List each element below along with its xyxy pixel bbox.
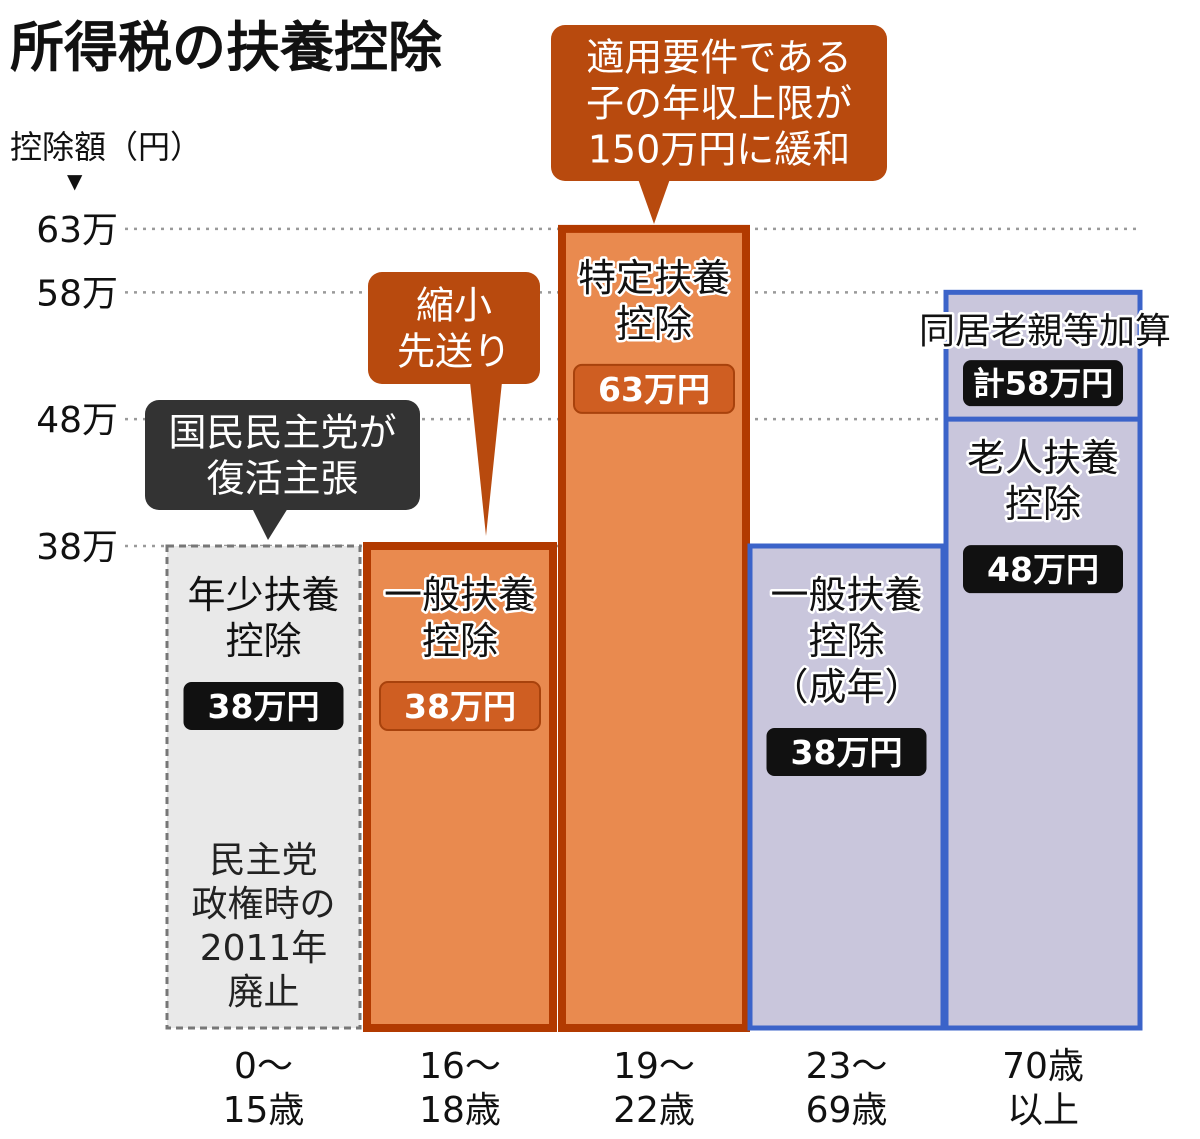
amount-badge-text: 38万円: [208, 687, 320, 726]
y-tick-label: 63万: [36, 210, 118, 251]
bar-name: 控除: [225, 619, 301, 663]
callout-relax-box: [551, 25, 887, 181]
bar-name: 一般扶養: [770, 573, 922, 617]
callout-revival-text: 国民民主党が: [168, 411, 396, 455]
bar-note: 民主党: [209, 840, 317, 881]
category-label: 16〜: [419, 1046, 501, 1087]
amount-badge-text: 38万円: [791, 733, 903, 772]
bar-labels: 年少扶養控除38万円民主党政権時の2011年廃止0〜15歳一般扶養控除38万円1…: [183, 253, 1174, 1131]
category-label: 0〜: [234, 1046, 293, 1087]
category-label: 69歳: [806, 1090, 888, 1131]
category-label: 18歳: [419, 1090, 501, 1131]
bar-note: 政権時の: [191, 884, 335, 925]
callout-relax-text: 150万円に緩和: [588, 128, 851, 172]
callout-postpone-text: 先送り: [397, 330, 511, 374]
y-axis-marker: ▼: [67, 169, 83, 193]
callout-relax-tail: [638, 179, 670, 224]
callout-revival-tail: [252, 508, 288, 540]
category-label: 22歳: [613, 1090, 695, 1131]
callout-relax-text: 適用要件である: [586, 36, 852, 80]
amount-badge-text: 38万円: [404, 687, 516, 726]
bar-name: 控除: [422, 619, 498, 663]
amount-badge-text: 63万円: [598, 370, 710, 409]
bar-name: 控除: [616, 302, 692, 346]
bar-note: 廃止: [227, 972, 299, 1013]
callout-postpone-text: 縮小: [416, 284, 492, 328]
bar-name: 特定扶養: [578, 256, 730, 300]
y-tick-label: 38万: [36, 527, 118, 568]
y-axis-label: 控除額（円）: [10, 128, 202, 166]
bar-name: 一般扶養: [384, 573, 536, 617]
category-label: 以上: [1007, 1090, 1079, 1131]
bar-name: 老人扶養: [967, 436, 1119, 480]
callout-relax-text: 子の年収上限が: [586, 82, 852, 126]
bar-name: 控除: [808, 619, 884, 663]
category-label: 19〜: [613, 1046, 695, 1087]
bar-5: [943, 289, 1143, 1031]
bar-4: [747, 543, 946, 1031]
amount-badge-bg: [963, 545, 1123, 594]
callout-postpone-box: [368, 272, 540, 384]
amount-badge: 63万円: [573, 363, 735, 414]
bar-note: 2011年: [200, 928, 328, 969]
amount-badge-bg: [573, 363, 735, 414]
bar-2: [363, 542, 557, 1032]
y-tick-label: 48万: [36, 400, 118, 441]
bar-name: 控除: [1005, 482, 1081, 526]
amount-badge-bg: [183, 682, 344, 730]
amount-badge: 38万円: [183, 682, 344, 730]
category-label: 15歳: [223, 1090, 305, 1131]
amount-badge-bg: [379, 681, 541, 731]
callout-postpone-tail: [470, 382, 502, 536]
bar-3: [558, 224, 750, 1033]
category-label: 70歳: [1002, 1046, 1084, 1087]
category-label: 23〜: [806, 1046, 888, 1087]
bars: [165, 224, 1143, 1033]
chart-title: 所得税の扶養控除: [10, 16, 443, 79]
amount-badge: 48万円: [963, 545, 1123, 594]
extra-amount-bg: [963, 360, 1123, 407]
amount-badge-text: 48万円: [987, 550, 1099, 589]
extra-amount: 計58万円: [963, 360, 1123, 407]
bar-name: （成年）: [770, 665, 922, 709]
extra-label: 同居老親等加算: [919, 311, 1171, 352]
y-tick-label: 58万: [36, 273, 118, 314]
callout-revival-box: [145, 400, 420, 510]
amount-badge: 38万円: [379, 681, 541, 731]
amount-badge-bg: [766, 728, 927, 776]
bar-name: 年少扶養: [187, 573, 339, 617]
bar-1: [165, 544, 362, 1030]
gridlines: 63万 58万 48万 38万: [36, 210, 1140, 568]
amount-badge: 38万円: [766, 728, 927, 776]
extra-amount-text: 計58万円: [973, 365, 1114, 403]
callout-revival-text: 復活主張: [206, 457, 358, 501]
